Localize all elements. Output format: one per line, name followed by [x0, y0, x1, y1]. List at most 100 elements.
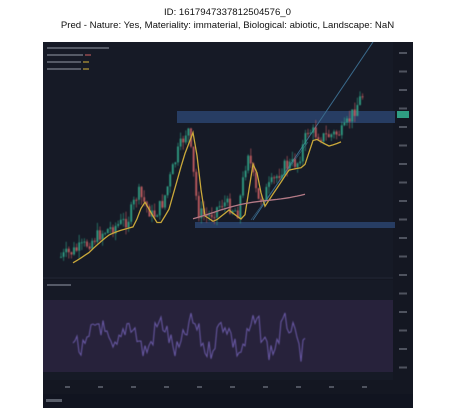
candle-body	[171, 164, 174, 175]
candle-body	[283, 160, 286, 175]
price-scale-tick	[399, 181, 407, 184]
candle-body	[70, 252, 73, 255]
candle-body	[156, 215, 159, 217]
moving-average-pink	[192, 193, 306, 220]
price-scale-tick	[399, 292, 407, 295]
support-zone[interactable]	[195, 222, 395, 228]
price-scale-tick	[399, 237, 407, 239]
candle-body	[174, 162, 177, 165]
bottom-toolbar[interactable]	[43, 394, 413, 408]
candle-body	[278, 176, 281, 178]
price-scale-tick	[399, 255, 407, 258]
candle-body	[114, 225, 117, 234]
candle-body	[148, 206, 151, 217]
candle-body	[88, 246, 91, 249]
candle-body	[75, 247, 78, 251]
candle-body	[309, 132, 312, 134]
candle-body	[320, 139, 322, 142]
chart-logo-icon[interactable]	[46, 399, 62, 402]
price-scale-tick	[399, 126, 407, 128]
price-scale-tick	[399, 107, 407, 110]
price-scale-ticks	[399, 52, 407, 369]
candle-body	[242, 177, 244, 196]
candle-body	[99, 230, 101, 240]
price-chart-canvas[interactable]	[43, 42, 413, 408]
indicator-legend	[47, 47, 109, 70]
candle-body	[294, 159, 296, 168]
candle-body	[106, 229, 109, 234]
candle-body	[192, 146, 195, 172]
price-scale-tick	[399, 163, 407, 165]
candle-body	[333, 131, 335, 135]
candle-body	[153, 210, 156, 217]
candle-body	[184, 135, 187, 143]
candle-body	[218, 206, 221, 208]
image-id-text: ID: 1617947337812504576_0	[164, 7, 291, 18]
candle-body	[213, 217, 216, 219]
candle-body	[299, 161, 302, 164]
candle-body	[135, 199, 138, 201]
candle-body	[143, 197, 146, 202]
candle-body	[104, 233, 107, 235]
price-pane[interactable]	[43, 42, 393, 277]
price-scale-tick	[399, 274, 407, 276]
candle-body	[67, 248, 70, 253]
candle-body	[83, 241, 86, 243]
candle-body	[109, 227, 112, 230]
channel-line[interactable]	[250, 141, 309, 221]
candle-body	[301, 144, 304, 162]
candle-body	[322, 133, 325, 142]
candle-body	[208, 214, 211, 216]
candle-body	[138, 186, 140, 200]
candle-body	[93, 240, 96, 242]
price-scale[interactable]	[393, 42, 413, 408]
price-scale-tick	[399, 311, 407, 313]
time-axis-tick	[296, 386, 301, 388]
candle-body	[335, 131, 338, 135]
candle-body	[247, 155, 250, 171]
candle-body	[125, 218, 127, 228]
candle-body	[169, 174, 172, 187]
time-axis-tick	[263, 386, 268, 388]
time-axis-tick	[230, 386, 235, 388]
candle-body	[268, 182, 270, 187]
candle-body	[80, 242, 83, 244]
candle-body	[161, 200, 164, 208]
candle-body	[351, 109, 354, 122]
candle-body	[338, 134, 341, 136]
candle-body	[260, 198, 263, 202]
candle-body	[361, 96, 364, 98]
time-axis-tick	[362, 386, 367, 388]
candle-body	[252, 163, 255, 173]
time-axis-tick	[329, 386, 334, 388]
resistance-zone[interactable]	[177, 111, 395, 123]
candle-body	[119, 219, 122, 225]
candle-body	[312, 127, 315, 133]
candle-body	[200, 208, 203, 219]
candle-body	[249, 155, 252, 164]
price-scale-tick	[399, 70, 407, 73]
price-scale-tick	[399, 329, 407, 332]
candle-body	[239, 195, 242, 219]
trading-chart-screenshot	[43, 42, 413, 408]
time-axis[interactable]	[43, 380, 393, 394]
candle-body	[86, 241, 88, 247]
candle-body	[359, 96, 361, 105]
rsi-band	[43, 300, 393, 372]
candle-body	[270, 177, 273, 183]
time-axis-ticks	[65, 386, 367, 388]
candle-body	[234, 210, 237, 212]
candle-body	[62, 252, 65, 257]
candle-body	[236, 210, 239, 219]
candle-body	[132, 199, 135, 205]
candle-body	[197, 195, 200, 219]
candle-body	[179, 138, 182, 147]
candle-body	[182, 138, 185, 143]
last-price-tag	[397, 111, 409, 118]
candle-body	[296, 163, 299, 168]
rsi-legend	[47, 284, 71, 286]
candle-body	[273, 177, 276, 179]
time-axis-tick	[65, 386, 70, 388]
candle-body	[112, 227, 114, 234]
candle-body	[346, 118, 348, 123]
